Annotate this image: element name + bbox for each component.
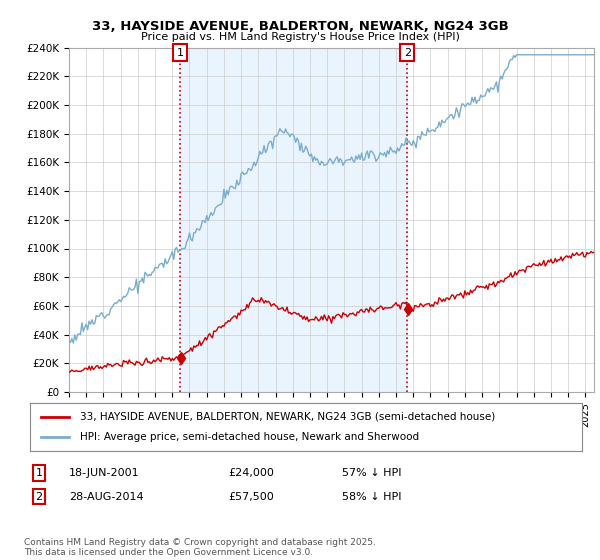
Text: 33, HAYSIDE AVENUE, BALDERTON, NEWARK, NG24 3GB (semi-detached house): 33, HAYSIDE AVENUE, BALDERTON, NEWARK, N… (80, 412, 495, 422)
Text: 2: 2 (404, 48, 411, 58)
Text: £57,500: £57,500 (228, 492, 274, 502)
Text: 2: 2 (35, 492, 43, 502)
Text: 33, HAYSIDE AVENUE, BALDERTON, NEWARK, NG24 3GB: 33, HAYSIDE AVENUE, BALDERTON, NEWARK, N… (92, 20, 508, 32)
Text: 58% ↓ HPI: 58% ↓ HPI (342, 492, 401, 502)
Text: Contains HM Land Registry data © Crown copyright and database right 2025.
This d: Contains HM Land Registry data © Crown c… (24, 538, 376, 557)
Text: 57% ↓ HPI: 57% ↓ HPI (342, 468, 401, 478)
Text: 18-JUN-2001: 18-JUN-2001 (69, 468, 140, 478)
Text: 1: 1 (176, 48, 184, 58)
Text: HPI: Average price, semi-detached house, Newark and Sherwood: HPI: Average price, semi-detached house,… (80, 432, 419, 442)
Bar (180, 48, 407, 392)
Text: 1: 1 (35, 468, 43, 478)
Text: Price paid vs. HM Land Registry's House Price Index (HPI): Price paid vs. HM Land Registry's House … (140, 32, 460, 43)
Text: 28-AUG-2014: 28-AUG-2014 (69, 492, 143, 502)
Text: £24,000: £24,000 (228, 468, 274, 478)
